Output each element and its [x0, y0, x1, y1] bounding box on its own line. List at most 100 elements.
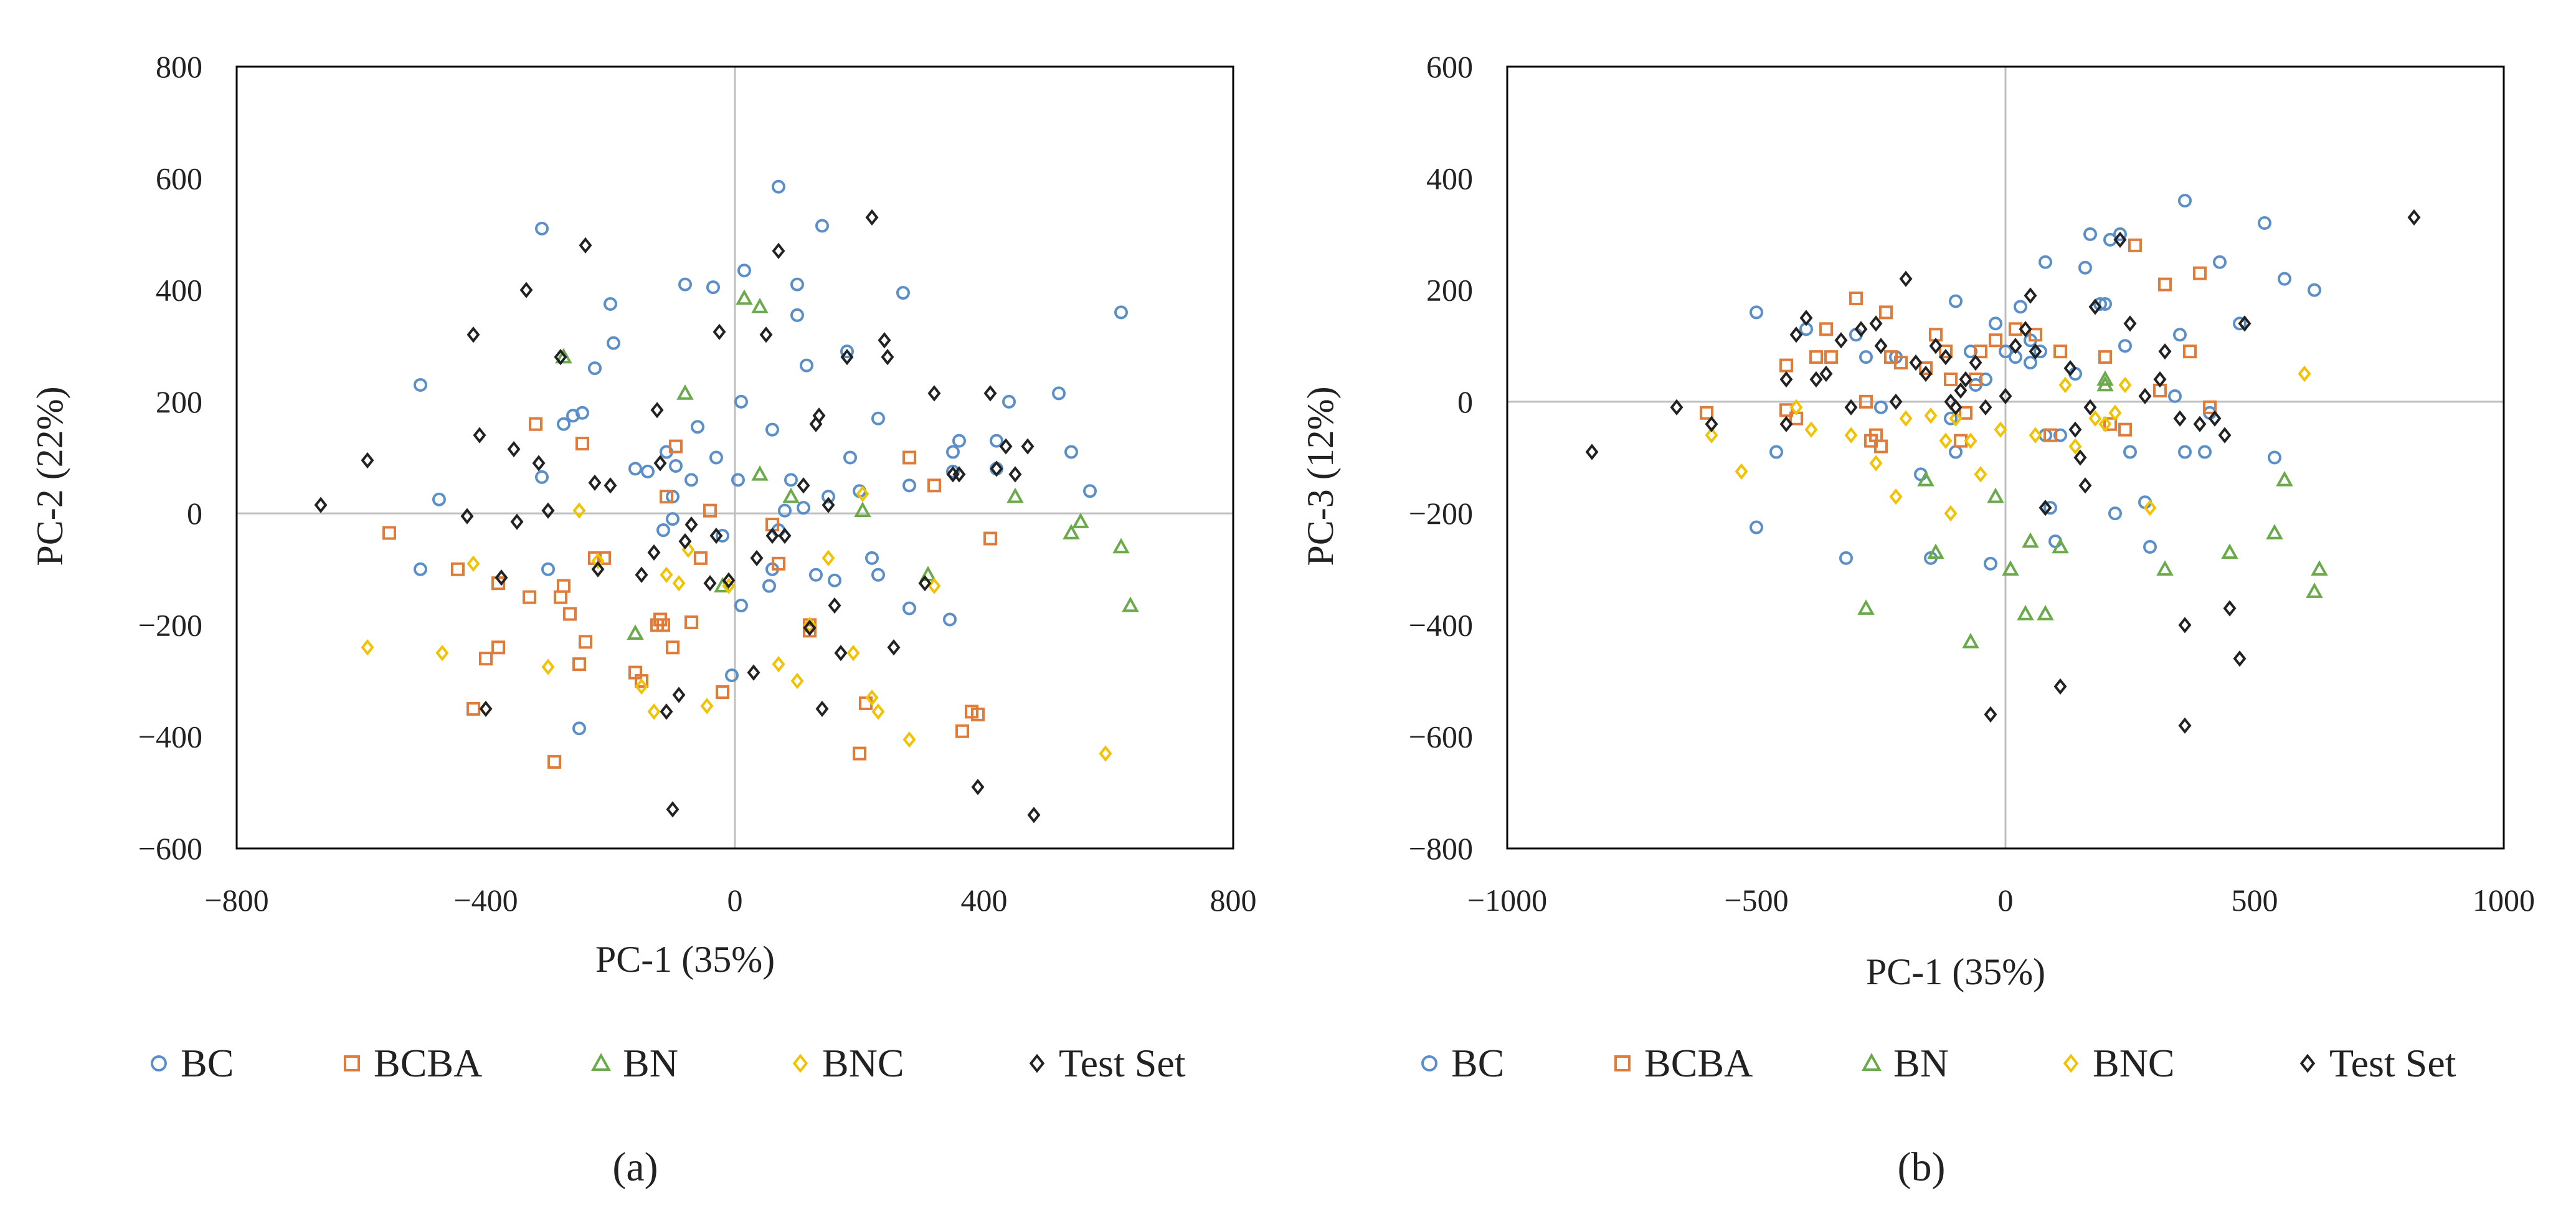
data-point-bc	[641, 464, 655, 478]
data-point-bc	[535, 470, 549, 484]
data-point-test-set	[1008, 466, 1022, 483]
data-point-test-set	[759, 326, 773, 343]
y-tick-label: 600	[156, 161, 202, 196]
data-point-bcba	[684, 615, 698, 629]
legend-marker-bnc	[2063, 1053, 2079, 1073]
data-point-bn	[2052, 538, 2069, 554]
data-point-bnc	[1869, 455, 1883, 472]
data-point-bcba	[1989, 333, 2002, 348]
data-point-bc	[535, 221, 549, 235]
data-point-bnc	[1789, 399, 1803, 416]
data-point-test-set	[519, 282, 533, 298]
data-point-test-set	[840, 349, 854, 366]
data-point-bcba	[1849, 292, 1863, 306]
data-point-bn	[2306, 582, 2323, 598]
data-point-bc	[706, 280, 720, 295]
data-point-test-set	[678, 533, 692, 550]
data-point-bc	[2178, 194, 2192, 208]
data-point-test-set	[878, 332, 891, 349]
data-point-bnc	[1844, 427, 1858, 444]
data-point-bn	[1857, 599, 1875, 615]
data-point-test-set	[887, 639, 901, 656]
data-point-bn	[2022, 532, 2039, 548]
plot-frame	[1506, 65, 2505, 850]
x-tick-label: 500	[2232, 883, 2278, 918]
y-axis-label: PC-3 (12%)	[1300, 386, 1341, 566]
data-point-bnc	[572, 502, 586, 519]
data-point-bc	[1984, 556, 1997, 571]
data-point-bcba	[547, 755, 561, 769]
panel-b-chart: −1000 −500 0 500 1000 −800 −600 −400 −200 0 200 400…	[1300, 49, 2535, 992]
data-point-test-set	[2053, 678, 2067, 695]
data-point-bc	[734, 394, 748, 409]
data-point-bn	[2156, 560, 2174, 576]
data-point-bc	[2083, 227, 2097, 241]
y-tick-label: 400	[1426, 161, 1473, 196]
data-point-bc	[737, 264, 751, 278]
data-point-bnc	[1889, 488, 1903, 505]
data-point-test-set	[2138, 387, 2152, 404]
data-point-test-set	[684, 516, 698, 533]
data-point-bcba	[635, 674, 648, 688]
series-bc	[1750, 194, 2321, 571]
series-bcba	[1700, 238, 2217, 454]
data-point-bcba	[1700, 406, 1713, 420]
x-tick-label: 0	[727, 883, 743, 918]
legend-marker-bcba	[344, 1055, 360, 1071]
y-tick-label: 0	[1457, 384, 1473, 419]
data-point-test-set	[2019, 321, 2032, 338]
data-point-bn	[1122, 596, 1139, 612]
data-point-bnc	[902, 731, 916, 748]
data-point-test-set	[1954, 382, 1968, 399]
data-point-bcba	[1959, 406, 1972, 420]
data-point-bnc	[1964, 432, 1977, 449]
data-point-bc	[765, 422, 779, 437]
data-point-bc	[1949, 445, 1963, 459]
data-point-bn	[2266, 524, 2283, 539]
data-point-bnc	[700, 698, 714, 715]
data-point-bc	[865, 551, 879, 565]
data-point-bnc	[660, 566, 673, 583]
data-point-bc	[840, 344, 854, 359]
data-point-test-set	[2407, 209, 2421, 226]
data-point-test-set	[647, 544, 661, 561]
data-point-bcba	[1859, 394, 1873, 409]
data-point-bnc	[435, 645, 449, 662]
data-point-bc	[2093, 297, 2107, 311]
y-tick-label: −200	[1409, 496, 1473, 531]
data-point-bnc	[772, 656, 785, 673]
data-point-test-set	[2123, 315, 2137, 332]
data-point-bcba	[575, 437, 589, 451]
legend-label-bcba: BCBA	[1644, 1041, 1753, 1085]
data-point-bnc	[1899, 410, 1913, 427]
data-point-bn	[2311, 560, 2328, 576]
data-point-bc	[790, 308, 804, 322]
data-point-bcba	[772, 556, 785, 571]
data-point-test-set	[765, 527, 779, 544]
x-tick-label: 400	[961, 883, 1008, 918]
data-point-bc	[946, 464, 960, 478]
data-point-bnc	[1735, 463, 1748, 480]
data-point-test-set	[660, 703, 673, 720]
data-point-test-set	[2009, 338, 2022, 354]
data-point-bn	[751, 297, 769, 313]
data-point-bcba	[1944, 373, 1958, 386]
data-point-bc	[1083, 484, 1097, 498]
y-tick-label: −800	[1409, 831, 1473, 866]
data-point-bc	[1769, 445, 1783, 459]
data-point-bnc	[1949, 410, 1963, 427]
legend-label-bc: BC	[1451, 1041, 1504, 1085]
data-point-test-set	[2153, 371, 2167, 388]
data-point-bcba	[1809, 350, 1823, 364]
data-point-bcba	[554, 590, 567, 604]
data-point-test-set	[2238, 315, 2252, 332]
data-point-test-set	[703, 575, 717, 592]
data-point-test-set	[1909, 354, 1923, 371]
data-point-bc	[1114, 305, 1128, 320]
data-point-bc	[2178, 445, 2192, 459]
data-point-bc	[432, 492, 446, 506]
data-point-test-set	[990, 460, 1003, 477]
data-point-bc	[414, 378, 427, 392]
